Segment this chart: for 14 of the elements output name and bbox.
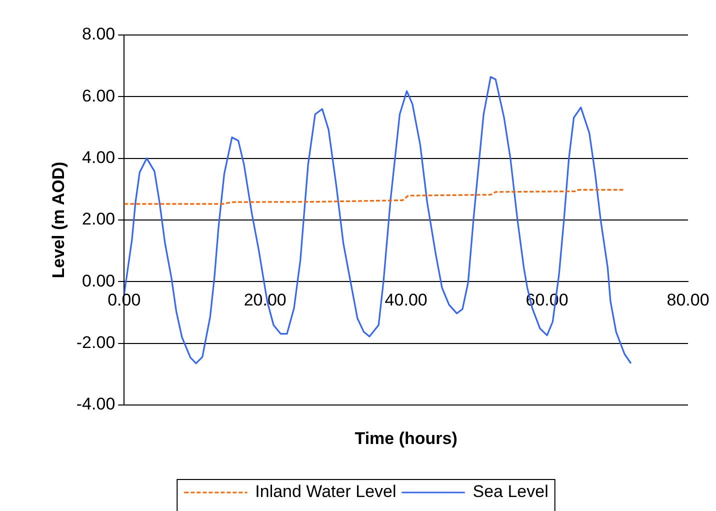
x-axis-title: Time (hours) (354, 428, 458, 448)
y-tick-label: 2.00 (82, 210, 116, 229)
y-tick-label: 4.00 (82, 148, 116, 168)
x-tick-label: 40.00 (384, 290, 428, 310)
legend-label: Sea Level (472, 482, 548, 502)
y-tick-label: 8.00 (82, 24, 116, 44)
y-tick-label: 6.00 (82, 86, 116, 106)
y-tick-label: 0.00 (82, 271, 116, 290)
y-tick-label: -2.00 (76, 333, 116, 352)
legend-label: Inland Water Level (255, 482, 396, 502)
line-series (124, 188, 626, 205)
x-tick-label: 80.00 (666, 290, 710, 310)
y-tick-label: -4.00 (76, 394, 116, 414)
y-axis-title: Level (m AOD) (48, 162, 68, 278)
